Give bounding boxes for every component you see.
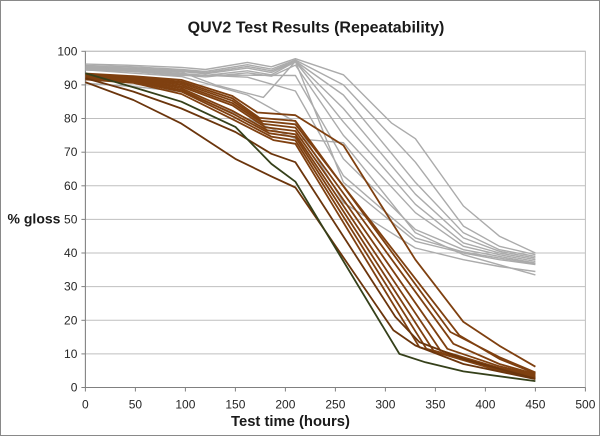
- svg-text:400: 400: [475, 398, 495, 412]
- svg-text:Test time (hours): Test time (hours): [231, 414, 350, 430]
- svg-text:50: 50: [64, 212, 78, 226]
- svg-text:30: 30: [64, 280, 78, 294]
- svg-text:0: 0: [71, 381, 78, 395]
- svg-text:% gloss: % gloss: [8, 211, 61, 227]
- svg-text:300: 300: [375, 398, 395, 412]
- svg-text:60: 60: [64, 179, 78, 193]
- svg-text:200: 200: [275, 398, 295, 412]
- svg-text:100: 100: [175, 398, 195, 412]
- svg-text:250: 250: [325, 398, 345, 412]
- svg-text:QUV2 Test Results (Repeatabili: QUV2 Test Results (Repeatability): [188, 20, 445, 37]
- svg-text:150: 150: [225, 398, 245, 412]
- svg-text:10: 10: [64, 347, 78, 361]
- svg-text:100: 100: [57, 44, 77, 58]
- svg-text:500: 500: [575, 398, 595, 412]
- svg-text:450: 450: [525, 398, 545, 412]
- svg-text:20: 20: [64, 313, 78, 327]
- svg-text:0: 0: [82, 398, 89, 412]
- svg-text:350: 350: [425, 398, 445, 412]
- svg-text:80: 80: [64, 112, 78, 126]
- svg-text:50: 50: [129, 398, 143, 412]
- svg-text:40: 40: [64, 246, 78, 260]
- svg-text:70: 70: [64, 145, 78, 159]
- svg-text:90: 90: [64, 78, 78, 92]
